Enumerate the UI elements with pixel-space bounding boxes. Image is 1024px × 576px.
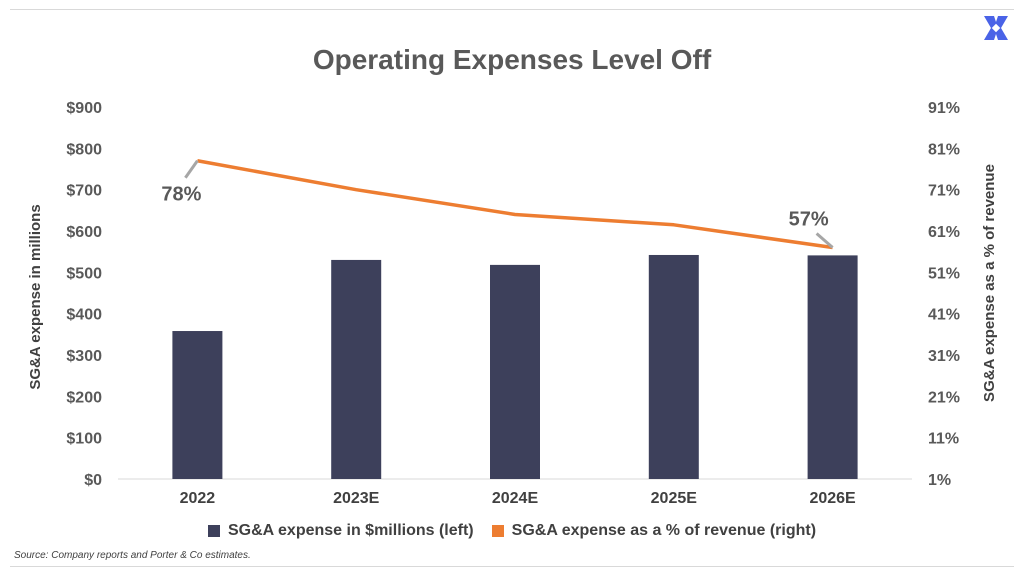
legend-item-line: SG&A expense as a % of revenue (right) — [491, 522, 817, 540]
right-axis-tick: 71% — [928, 183, 960, 200]
callout-label: 78% — [161, 184, 201, 206]
x-cross-logo-icon — [984, 16, 1008, 40]
x-axis-tick: 2023E — [333, 490, 380, 507]
line-series — [197, 159, 833, 250]
x-axis-tick: 2026E — [809, 490, 856, 507]
right-axis-tick: 51% — [928, 265, 960, 282]
right-axis-tick: 1% — [928, 472, 951, 489]
bar — [648, 254, 699, 479]
bar — [172, 331, 223, 479]
left-axis-tick: $200 — [66, 389, 102, 406]
callout-leader — [815, 232, 834, 249]
x-axis-tick: 2024E — [492, 490, 539, 507]
left-axis-tick: $700 — [66, 183, 102, 200]
top-divider — [10, 9, 1014, 10]
bar — [490, 264, 540, 479]
legend-item-bars: SG&A expense in $millions (left) — [207, 522, 474, 540]
bar — [807, 255, 858, 479]
legend-label-bars: SG&A expense in $millions (left) — [227, 522, 474, 539]
left-axis-tick: $0 — [84, 472, 102, 489]
right-axis-tick: 41% — [928, 307, 960, 324]
chart-legend: SG&A expense in $millions (left) SG&A ex… — [0, 522, 1024, 540]
right-axis-tick: 61% — [928, 224, 960, 241]
bar — [331, 259, 382, 479]
left-axis-tick: $900 — [66, 100, 102, 117]
left-axis-tick: $500 — [66, 265, 102, 282]
left-axis-tick: $600 — [66, 224, 102, 241]
x-axis-tick: 2022 — [180, 490, 216, 507]
left-axis-tick: $400 — [66, 307, 102, 324]
right-axis-tick: 31% — [928, 348, 960, 365]
chart-title: Operating Expenses Level Off — [312, 44, 712, 75]
left-axis-tick: $300 — [66, 348, 102, 365]
left-axis-title: SG&A expense in millions — [27, 204, 44, 389]
right-axis-tick: 11% — [928, 431, 959, 448]
right-axis-tick: 81% — [928, 141, 960, 158]
legend-label-line: SG&A expense as a % of revenue (right) — [511, 522, 817, 539]
legend-swatch-line — [491, 525, 504, 537]
legend-swatch-bars — [207, 525, 220, 537]
left-axis-tick: $100 — [66, 431, 102, 448]
source-note: Source: Company reports and Porter & Co … — [14, 550, 251, 561]
x-axis-tick: 2025E — [651, 490, 698, 507]
callout-leader — [184, 159, 199, 179]
bottom-divider — [10, 566, 1014, 567]
right-axis-title: SG&A expense as a % of revenue — [981, 164, 998, 402]
callout-label: 57% — [789, 209, 829, 231]
right-axis-tick: 91% — [928, 100, 960, 117]
left-axis-tick: $800 — [66, 141, 102, 158]
right-axis-tick: 21% — [928, 389, 960, 406]
